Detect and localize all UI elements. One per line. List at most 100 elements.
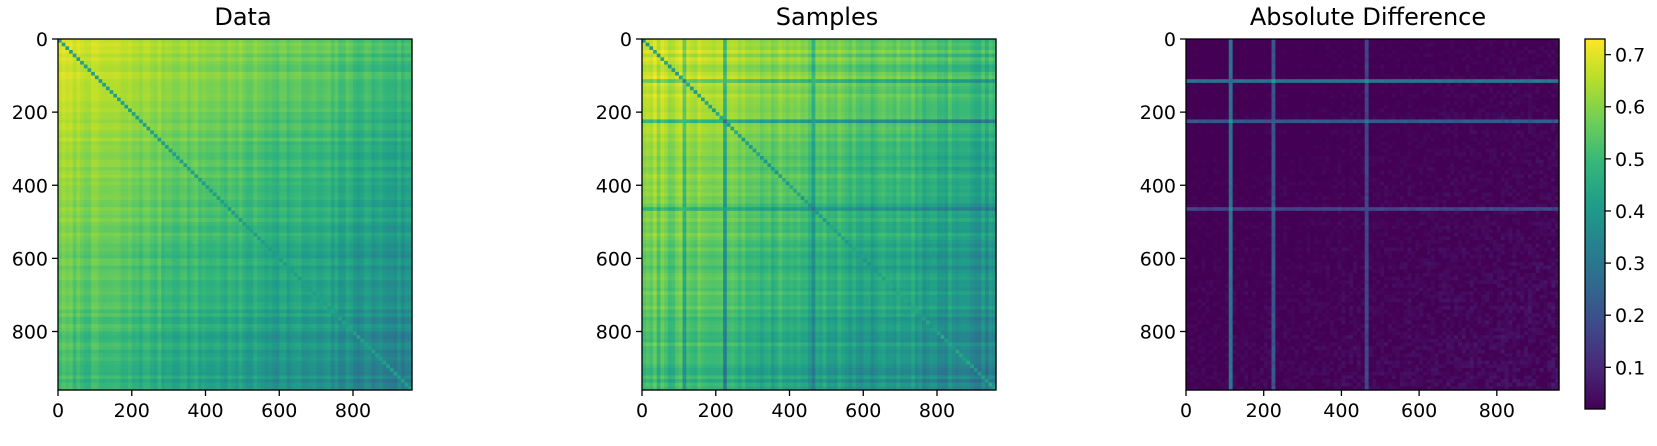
heatmap-cell <box>227 221 232 227</box>
heatmap-cell <box>139 137 144 142</box>
heatmap-cell <box>231 49 236 55</box>
heatmap-cell <box>216 53 221 58</box>
heatmap-cell <box>397 185 402 190</box>
heatmap-cell <box>91 159 96 164</box>
heatmap-cell <box>105 115 111 121</box>
heatmap-cell <box>260 152 266 157</box>
heatmap-cell <box>268 156 273 161</box>
heatmap-cell <box>246 112 251 117</box>
heatmap-cell <box>238 112 243 117</box>
heatmap-cell <box>238 90 243 95</box>
heatmap-cell <box>102 210 107 216</box>
heatmap-cell <box>275 115 280 121</box>
heatmap-cell <box>249 141 255 146</box>
heatmap-cell <box>168 119 173 124</box>
heatmap-cell <box>249 218 255 223</box>
heatmap-cell <box>382 166 387 172</box>
heatmap-cell <box>65 141 70 146</box>
heatmap-cell <box>319 130 325 135</box>
heatmap-cell <box>205 177 210 183</box>
heatmap-cell <box>330 112 336 117</box>
heatmap-cell <box>117 170 122 175</box>
heatmap-cell <box>334 225 339 230</box>
heatmap-cell <box>161 221 166 227</box>
heatmap-cell <box>364 119 369 124</box>
heatmap-cell <box>275 130 280 135</box>
heatmap-cell <box>61 203 66 208</box>
heatmap-cell <box>316 64 321 69</box>
heatmap-cell <box>242 148 247 153</box>
heatmap-cell <box>124 53 129 58</box>
heatmap-cell <box>76 123 81 128</box>
heatmap-cell <box>120 181 125 186</box>
heatmap-cell <box>198 86 203 91</box>
heatmap-cell <box>364 90 369 95</box>
heatmap-cell <box>393 112 398 117</box>
heatmap-cell <box>124 130 129 135</box>
heatmap-cell <box>91 86 96 91</box>
heatmap-cell <box>400 174 406 179</box>
heatmap-cell <box>83 210 89 216</box>
heatmap-cell <box>360 68 365 73</box>
heatmap-cell <box>367 221 373 227</box>
heatmap-cell <box>164 115 170 121</box>
heatmap-cell <box>205 49 210 55</box>
heatmap-cell <box>161 97 166 102</box>
heatmap-cell <box>83 112 89 117</box>
heatmap-cell <box>91 64 96 69</box>
heatmap-cell <box>305 145 310 150</box>
heatmap-cell <box>135 170 140 175</box>
heatmap-cell <box>72 90 78 95</box>
heatmap-cell <box>187 196 192 201</box>
heatmap-cell <box>83 166 89 172</box>
heatmap-cell <box>231 192 236 197</box>
heatmap-cell <box>117 199 122 205</box>
heatmap-cell <box>364 108 369 113</box>
heatmap-cell <box>353 115 358 121</box>
heatmap-cell <box>364 112 369 117</box>
heatmap-cell <box>91 68 96 73</box>
heatmap-cell <box>282 225 288 230</box>
heatmap-cell <box>371 126 376 132</box>
heatmap-cell <box>117 108 122 113</box>
heatmap-cell <box>345 207 350 212</box>
heatmap-cell <box>349 185 354 190</box>
heatmap-cell <box>179 79 184 84</box>
heatmap-cell <box>172 192 177 197</box>
heatmap-cell <box>327 60 332 66</box>
heatmap-cell <box>378 39 384 44</box>
heatmap-cell <box>187 79 192 84</box>
heatmap-cell <box>105 148 111 153</box>
heatmap-cell <box>65 134 70 139</box>
heatmap-cell <box>190 82 196 88</box>
heatmap-cell <box>279 199 284 205</box>
heatmap-cell <box>290 174 295 179</box>
heatmap-cell <box>176 148 181 153</box>
heatmap-cell <box>91 152 96 157</box>
heatmap-cell <box>334 174 339 179</box>
heatmap-cell <box>382 141 387 146</box>
heatmap-cell <box>61 97 66 102</box>
heatmap-cell <box>290 134 295 139</box>
heatmap-cell <box>105 123 111 128</box>
heatmap-cell <box>113 148 118 153</box>
heatmap-cell <box>179 192 184 197</box>
heatmap-cell <box>109 199 114 205</box>
heatmap-cell <box>341 185 347 190</box>
heatmap-cell <box>128 90 133 95</box>
heatmap-cell <box>393 214 398 219</box>
heatmap-cell <box>360 46 365 51</box>
heatmap-cell <box>120 93 125 99</box>
heatmap-cell <box>109 152 114 157</box>
heatmap-cell <box>264 39 269 44</box>
heatmap-cell <box>153 203 159 208</box>
heatmap-cell <box>235 93 240 99</box>
heatmap-cell <box>190 145 196 150</box>
heatmap-cell <box>102 188 107 194</box>
heatmap-cell <box>375 221 380 227</box>
heatmap-cell <box>87 123 92 128</box>
heatmap-cell <box>253 159 258 164</box>
heatmap-cell <box>216 126 221 132</box>
heatmap-cell <box>69 101 74 106</box>
heatmap-cell <box>386 112 391 117</box>
